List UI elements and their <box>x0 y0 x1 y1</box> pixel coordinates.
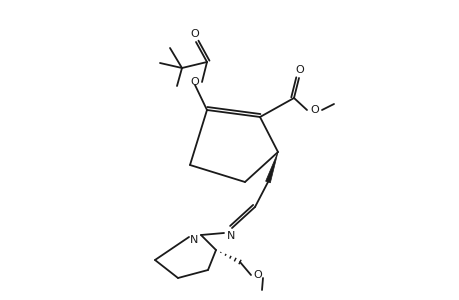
Text: O: O <box>190 77 199 87</box>
Text: O: O <box>310 105 319 115</box>
Text: O: O <box>295 65 304 75</box>
Text: O: O <box>253 270 262 280</box>
Text: O: O <box>190 29 199 39</box>
Polygon shape <box>265 152 277 183</box>
Text: N: N <box>190 235 198 245</box>
Text: N: N <box>226 231 235 241</box>
